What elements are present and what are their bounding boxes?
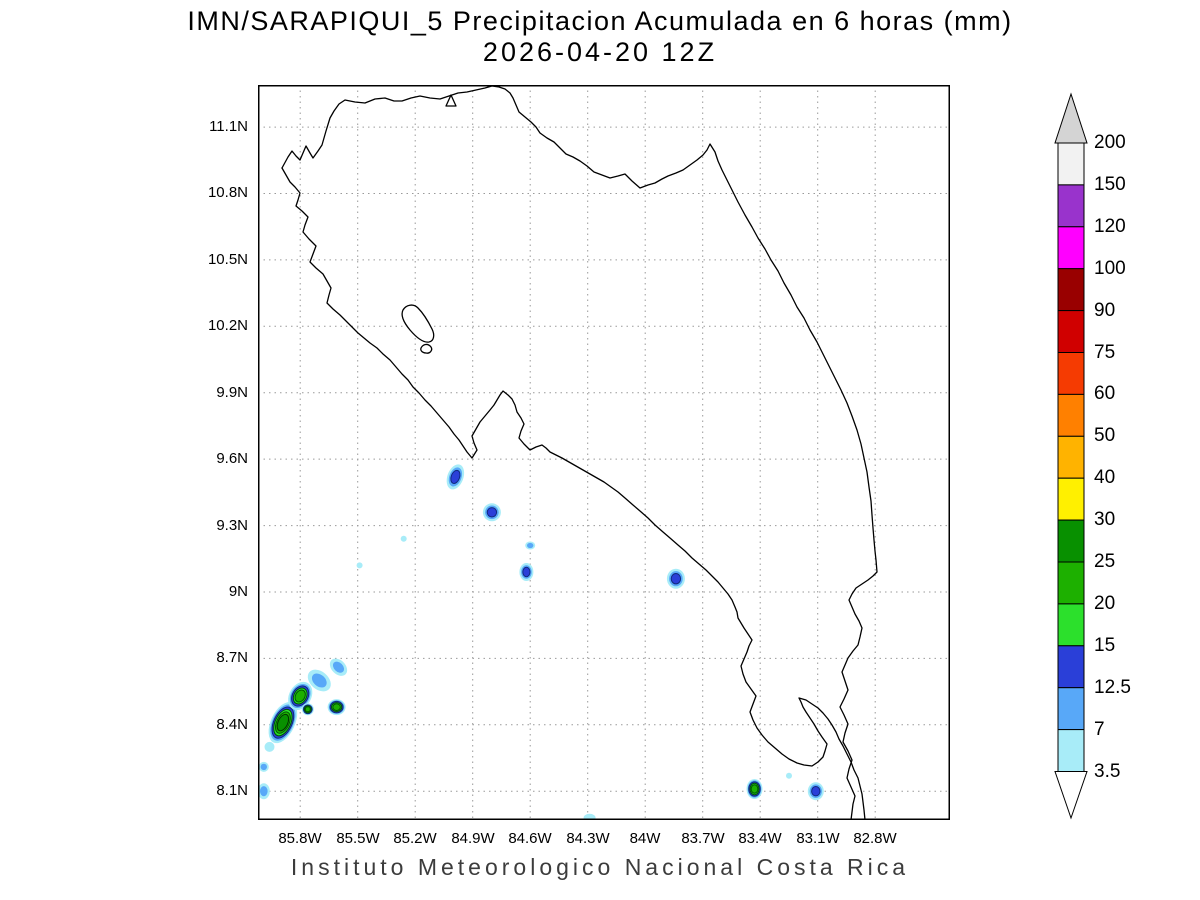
lon-tick-label: 85.2W bbox=[393, 830, 437, 847]
colorbar-level-label: 20 bbox=[1094, 593, 1116, 614]
precip-band bbox=[750, 784, 759, 794]
colorbar-segment bbox=[1057, 226, 1085, 270]
lon-tick-label: 83.1W bbox=[796, 830, 840, 847]
lat-tick-label: 10.8N bbox=[207, 184, 248, 201]
precip-band bbox=[311, 673, 327, 688]
lat-tick-label: 8.7N bbox=[216, 649, 248, 666]
colorbar-level-label: 200 bbox=[1094, 132, 1126, 153]
colorbar-segment bbox=[1057, 393, 1085, 437]
map-svg bbox=[258, 85, 950, 820]
precip-band bbox=[332, 703, 341, 711]
precip-band bbox=[811, 786, 821, 797]
colorbar-segment bbox=[1057, 142, 1085, 186]
colorbar-level-label: 15 bbox=[1094, 635, 1116, 656]
colorbar-level-label: 7 bbox=[1094, 719, 1105, 740]
precip-band bbox=[264, 741, 275, 752]
lon-tick-label: 83.7W bbox=[681, 830, 725, 847]
pacific-coast bbox=[281, 167, 866, 820]
colorbar-level-label: 25 bbox=[1094, 551, 1116, 572]
lon-tick-label: 83.4W bbox=[738, 830, 782, 847]
colorbar-level-label: 40 bbox=[1094, 467, 1116, 488]
colorbar-level-label: 90 bbox=[1094, 300, 1116, 321]
colorbar-level-label: 50 bbox=[1094, 425, 1116, 446]
colorbar-segment bbox=[1057, 687, 1085, 731]
lon-tick-label: 84.3W bbox=[566, 830, 610, 847]
precip-band bbox=[260, 786, 268, 797]
colorbar-segment bbox=[1057, 184, 1085, 228]
precip-band bbox=[527, 542, 534, 549]
lon-tick-label: 85.8W bbox=[278, 830, 322, 847]
small-lake bbox=[420, 343, 433, 354]
precip-band bbox=[486, 507, 498, 518]
lat-tick-label: 8.1N bbox=[216, 782, 248, 799]
precip-band bbox=[332, 661, 345, 673]
precip-band bbox=[260, 763, 267, 771]
lat-tick-label: 9.9N bbox=[216, 384, 248, 401]
chart-header: IMN/SARAPIQUI_5 Precipitacion Acumulada … bbox=[0, 6, 1200, 68]
colorbar-level-label: 30 bbox=[1094, 509, 1116, 530]
colorbar-level-label: 60 bbox=[1094, 383, 1116, 404]
costa-rica-coastline bbox=[281, 85, 878, 820]
lat-tick-label: 9.3N bbox=[216, 517, 248, 534]
colorbar-segment bbox=[1057, 729, 1085, 772]
north-border-caribbean-coast bbox=[281, 85, 878, 820]
colorbar-segment bbox=[1057, 352, 1085, 395]
colorbar-level-label: 100 bbox=[1094, 258, 1126, 279]
colorbar-level-label: 12.5 bbox=[1094, 677, 1131, 698]
chart-valid-time: 2026-04-20 12Z bbox=[482, 37, 718, 67]
precip-band bbox=[294, 689, 306, 703]
colorbar-arrow-bottom bbox=[1054, 771, 1088, 820]
lat-tick-label: 9N bbox=[228, 583, 248, 600]
colorbar-segment bbox=[1057, 603, 1085, 647]
island-marker bbox=[445, 94, 457, 107]
precip-band bbox=[276, 713, 290, 732]
precip-band bbox=[583, 813, 596, 820]
lon-tick-label: 85.5W bbox=[336, 830, 380, 847]
lat-tick-label: 8.4N bbox=[216, 716, 248, 733]
precip-band bbox=[304, 706, 311, 713]
precipitation-cells bbox=[258, 464, 824, 820]
chart-title: IMN/SARAPIQUI_5 Precipitacion Acumulada … bbox=[187, 6, 1013, 36]
lon-tick-label: 82.8W bbox=[853, 830, 897, 847]
lat-tick-label: 11.1N bbox=[209, 118, 248, 135]
colorbar-segment bbox=[1057, 435, 1085, 479]
colorbar-segment bbox=[1057, 477, 1085, 521]
colorbar-segment bbox=[1057, 519, 1085, 563]
precip-band bbox=[522, 566, 531, 578]
lon-tick-label: 84.9W bbox=[451, 830, 495, 847]
grid-lines bbox=[258, 85, 950, 820]
lon-tick-label: 84.6W bbox=[508, 830, 552, 847]
lake-arenal bbox=[401, 304, 435, 343]
colorbar-level-label: 120 bbox=[1094, 216, 1126, 237]
colorbar-svg bbox=[1054, 92, 1088, 820]
colorbar-level-label: 75 bbox=[1094, 342, 1116, 363]
precip-band bbox=[450, 469, 461, 484]
caption: Instituto Meteorologico Nacional Costa R… bbox=[290, 854, 910, 880]
lat-tick-label: 10.2N bbox=[207, 317, 248, 334]
colorbar-segment bbox=[1057, 645, 1085, 689]
precip-band bbox=[400, 535, 407, 542]
colorbar-segment bbox=[1057, 561, 1085, 605]
colorbar-segment bbox=[1057, 268, 1085, 312]
lat-tick-label: 9.6N bbox=[216, 450, 248, 467]
precip-band bbox=[786, 772, 792, 779]
lat-tick-label: 10.5N bbox=[207, 251, 248, 268]
map-border bbox=[258, 85, 950, 820]
precip-band bbox=[670, 573, 682, 585]
lon-tick-label: 84W bbox=[629, 830, 661, 847]
colorbar-arrow-top bbox=[1054, 92, 1088, 144]
colorbar-level-label: 3.5 bbox=[1094, 761, 1121, 782]
precip-band bbox=[356, 562, 363, 569]
colorbar-segment bbox=[1057, 310, 1085, 354]
colorbar-level-label: 150 bbox=[1094, 174, 1126, 195]
